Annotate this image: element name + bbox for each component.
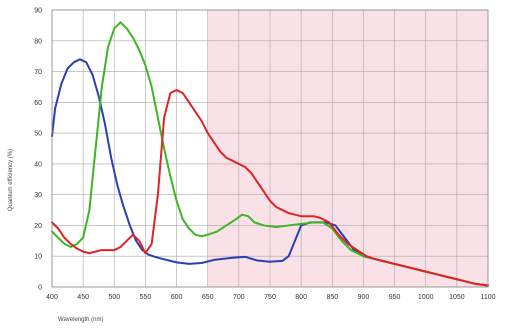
plot-frame [51, 9, 489, 288]
tick-label-layer: 400 450 500 550 600 650 700 750 800 850 900 950 1000… [34, 8, 495, 302]
x-tick-label: 750 [264, 294, 276, 301]
y-tick-label: 70 [34, 69, 42, 76]
x-axis-title: Wavelength (nm) [58, 317, 103, 323]
shaded-region-layer [207, 10, 488, 287]
y-tick-label: 10 [34, 254, 42, 261]
x-tick-label: 1050 [449, 294, 465, 301]
x-tick-label: 550 [140, 294, 152, 301]
shaded-region [207, 10, 488, 287]
y-tick-label: 50 [34, 131, 42, 138]
series-layer [51, 21, 489, 287]
y-axis-title: Quantum efficiency (%) [8, 149, 14, 211]
x-tick-label: 1000 [418, 294, 434, 301]
y-tick-label: 40 [34, 161, 42, 168]
y-tick-label: 20 [34, 223, 42, 230]
series-line-3 [51, 89, 489, 287]
y-tick-label: 80 [34, 38, 42, 45]
x-tick-label: 450 [77, 294, 89, 301]
x-tick-label: 950 [389, 294, 401, 301]
y-tick-label: 0 [38, 285, 42, 292]
y-tick-label: 30 [34, 192, 42, 199]
x-tick-label: 500 [108, 294, 120, 301]
x-tick-label: 800 [295, 294, 307, 301]
y-tick-label: 90 [34, 8, 42, 15]
x-tick-label: 600 [171, 294, 183, 301]
x-tick-label: 400 [46, 294, 58, 301]
x-tick-label: 900 [358, 294, 370, 301]
x-tick-label: 850 [326, 294, 338, 301]
x-tick-label: 1100 [480, 294, 495, 301]
x-tick-label: 650 [202, 294, 214, 301]
axis-layer [51, 9, 489, 288]
x-tick-label: 700 [233, 294, 245, 301]
y-tick-label: 60 [34, 100, 42, 107]
